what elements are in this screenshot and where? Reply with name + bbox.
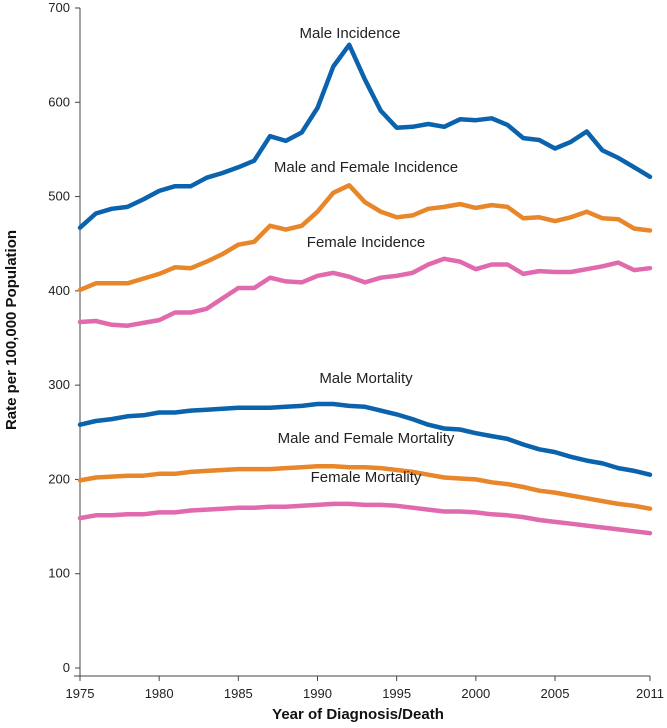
x-tick-label: 1975 <box>66 686 95 701</box>
series-label-male-mortality: Male Mortality <box>319 370 413 387</box>
y-tick-label: 400 <box>48 283 70 298</box>
y-tick-label: 0 <box>63 660 70 675</box>
y-ticks: 0 100 200 300 400 500 600 700 <box>48 0 80 675</box>
series-line-female-mortality <box>77 501 653 536</box>
x-tick-label: 2011 <box>636 686 664 701</box>
y-axis-title: Rate per 100,000 Population <box>3 230 20 430</box>
x-axis-title: Year of Diagnosis/Death <box>272 706 444 723</box>
y-tick-label: 600 <box>48 94 70 109</box>
y-tick-label: 200 <box>48 471 70 486</box>
x-tick-label: 2000 <box>461 686 490 701</box>
series-line-male-incidence <box>77 42 653 230</box>
x-tick-label: 2005 <box>541 686 570 701</box>
x-ticks: 1975 1980 1985 1990 1995 2000 2005 2011 <box>66 676 664 701</box>
x-tick-label: 1990 <box>303 686 332 701</box>
series-labels: Male Incidence Male and Female Incidence F… <box>274 25 458 486</box>
series-lines <box>77 42 653 536</box>
y-tick-label: 700 <box>48 0 70 15</box>
y-tick-label: 300 <box>48 377 70 392</box>
y-tick-label: 500 <box>48 189 70 204</box>
series-label-male-and-female-mortality: Male and Female Mortality <box>278 430 455 447</box>
series-line-male-mortality <box>77 401 653 477</box>
series-label-female-incidence: Female Incidence <box>307 234 425 251</box>
x-tick-label: 1985 <box>224 686 253 701</box>
x-tick-label: 1980 <box>145 686 174 701</box>
series-line-female-incidence <box>77 256 653 328</box>
series-label-male-incidence: Male Incidence <box>300 25 401 42</box>
series-label-female-mortality: Female Mortality <box>311 469 422 486</box>
series-line-male-and-female-mortality <box>77 463 653 511</box>
y-tick-label: 100 <box>48 566 70 581</box>
series-label-male-and-female-incidence: Male and Female Incidence <box>274 159 458 176</box>
x-tick-label: 1995 <box>382 686 411 701</box>
series-line-male-and-female-incidence <box>77 183 653 293</box>
